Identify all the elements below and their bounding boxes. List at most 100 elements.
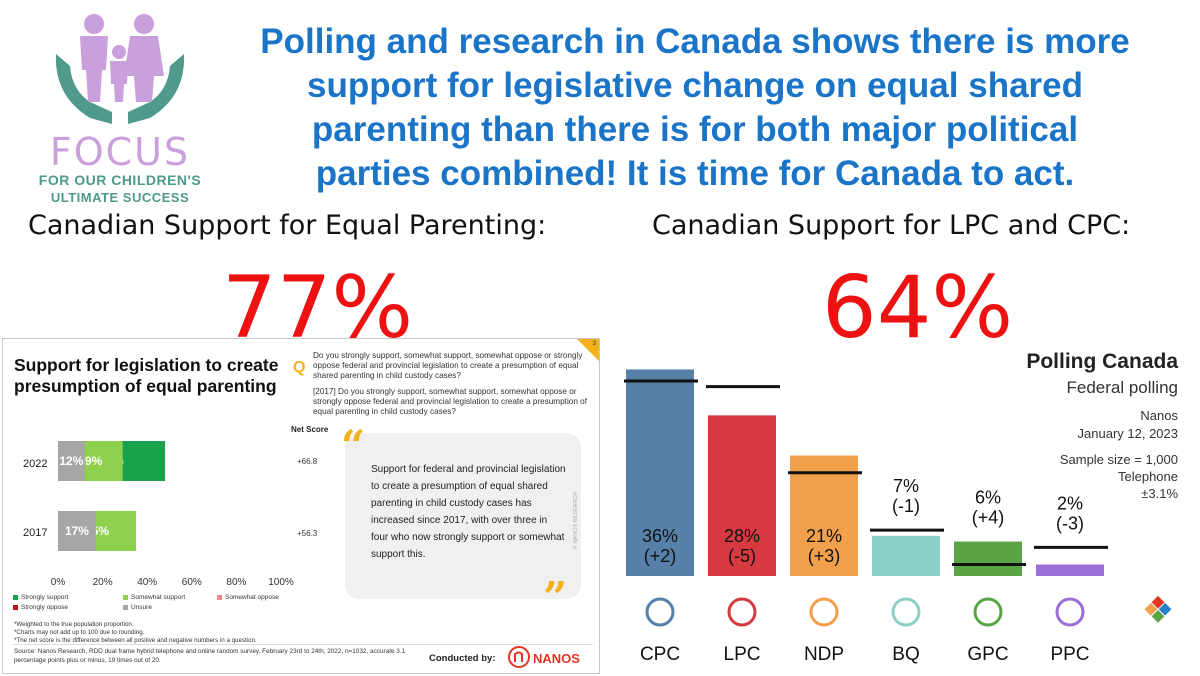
bar-change-label: (-3) — [1056, 513, 1084, 533]
focus-logo: FOCUS FOR OUR CHILDREN'S ULTIMATE SUCCES… — [30, 6, 210, 206]
party-bar — [872, 535, 940, 576]
party-logo-icon — [891, 597, 921, 627]
bar-value-label: 6% — [975, 488, 1001, 508]
poll-date: January 12, 2023 — [1077, 426, 1178, 441]
footnote: *The net score is the difference between… — [14, 637, 257, 644]
party-bar — [790, 455, 858, 576]
chart-subtitle: Federal polling — [1066, 378, 1178, 397]
party-name-label: CPC — [640, 644, 680, 665]
legend-swatch — [13, 594, 18, 600]
conducted-by-label: Conducted by: — [429, 653, 496, 664]
x-tick-label: 0% — [51, 577, 66, 588]
segment-label: 17% — [65, 524, 89, 538]
bar-value-label: 36% — [642, 526, 678, 546]
legend-label: Unsure — [131, 604, 152, 611]
legend-swatch — [13, 604, 18, 610]
headline: Polling and research in Canada shows the… — [190, 20, 1200, 196]
party-name-label: GPC — [967, 644, 1008, 665]
party-logo-icon — [1055, 597, 1085, 627]
x-tick-label: 40% — [137, 577, 157, 588]
year-label-2017: 2017 — [23, 527, 48, 539]
copyright-note: © NANOS RESEARCH — [573, 491, 579, 549]
family-hands-icon — [55, 14, 185, 124]
bar-value-label: 21% — [806, 526, 842, 546]
slide-title: Support for legislation to create presum… — [14, 355, 279, 396]
lpc-cpc-percent: 64% — [822, 258, 1014, 358]
bar-value-label: 2% — [1057, 493, 1083, 513]
headline-line: parties combined! It is time for Canada … — [315, 154, 1075, 193]
legend-item: Somewhat support — [123, 594, 185, 601]
open-quote-icon: “ — [341, 421, 366, 470]
footnote: *Charts may not add up to 100 due to rou… — [14, 629, 145, 636]
bar-change-label: (+3) — [808, 546, 841, 566]
page-number: 3 — [592, 341, 596, 347]
party-bar — [954, 541, 1022, 576]
party-logo-icon — [727, 597, 757, 627]
chart-title: Polling Canada — [1026, 350, 1178, 373]
legend-swatch — [123, 604, 128, 610]
bar-value-label: 7% — [893, 476, 919, 496]
close-quote-icon: ” — [543, 573, 568, 622]
legend-label: Strongly oppose — [21, 604, 68, 611]
logo-tagline-2: ULTIMATE SUCCESS — [50, 190, 190, 205]
bar-segment — [58, 511, 96, 551]
bar-change-label: (-5) — [728, 546, 756, 566]
legend-item: Somewhat oppose — [217, 594, 279, 601]
nanos-logo-icon — [508, 646, 530, 668]
x-tick-label: 100% — [268, 577, 294, 588]
net-score-2017: +56.3 — [297, 529, 318, 538]
headline-line: support for legislative change on equal … — [307, 66, 1083, 105]
year-label-2022: 2022 — [23, 458, 48, 470]
legend-item: Unsure — [123, 604, 152, 611]
headline-line: parenting than there is for both major p… — [311, 110, 1079, 149]
legend-label: Strongly support — [21, 594, 69, 601]
equal-parenting-label: Canadian Support for Equal Parenting: — [28, 210, 547, 241]
bar-change-label: (+4) — [972, 508, 1005, 528]
legend-swatch — [217, 594, 222, 600]
party-logo-icon — [973, 597, 1003, 627]
pollster: Nanos — [1140, 408, 1178, 423]
legend-label: Somewhat support — [131, 594, 186, 601]
segment-label: 12% — [59, 454, 83, 468]
party-name-label: NDP — [804, 644, 844, 665]
x-tick-label: 20% — [93, 577, 113, 588]
footnote: *Weighted to the true population proport… — [14, 621, 134, 628]
net-score-header: Net Score — [291, 425, 329, 434]
headline-line: Polling and research in Canada shows the… — [260, 22, 1130, 61]
poll-method: Telephone — [1118, 469, 1178, 484]
party-name-label: LPC — [724, 644, 761, 665]
sample-size: Sample size = 1,000 — [1059, 452, 1178, 467]
party-bar — [626, 369, 694, 576]
legend-label: Somewhat oppose — [225, 594, 279, 601]
corner-tab — [577, 339, 599, 361]
bar-value-label: 28% — [724, 526, 760, 546]
legend-item: Strongly oppose — [13, 604, 68, 611]
logo-tagline-1: FOR OUR CHILDREN'S — [38, 172, 202, 188]
logo-word: FOCUS — [49, 130, 191, 174]
party-bar — [1036, 564, 1104, 576]
question-icon: Q — [293, 359, 306, 376]
source-note: Source: Nanos Research, RDD dual frame h… — [14, 648, 406, 664]
question-2017: [2017] Do you strongly support, somewhat… — [313, 387, 587, 416]
party-name-label: BQ — [892, 644, 919, 665]
lpc-cpc-label: Canadian Support for LPC and CPC: — [652, 210, 1131, 241]
x-tick-label: 60% — [182, 577, 202, 588]
party-bar — [708, 415, 776, 576]
quote-box — [345, 433, 581, 599]
party-logo-icon — [809, 597, 839, 627]
question-2022: Do you strongly support, somewhat suppor… — [313, 351, 583, 380]
party-logo-icon — [645, 597, 675, 627]
legend-item: Strongly support — [13, 594, 68, 601]
party-name-label: PPC — [1050, 644, 1089, 665]
margin-of-error: ±3.1% — [1141, 486, 1178, 501]
quote-text: Support for federal and provincial legis… — [371, 464, 566, 560]
bar-segment — [58, 441, 85, 481]
bar-change-label: (+2) — [644, 546, 677, 566]
net-score-2022: +66.8 — [297, 457, 318, 466]
federal-polling-bar-chart: 36%(+2) CPC 28%(-5) LPC 21%(+3) NDP 7%(-1) BQ 6%… — [624, 369, 1172, 665]
support-stacked-bar-chart: 48%29%5%5%12%35%35%9%4%17%0%20%40%60%80%… — [51, 441, 294, 588]
nanos-slide: 3 Support for legislation to create pres… — [2, 338, 600, 674]
bar-change-label: (-1) — [892, 496, 920, 516]
nanos-brand: NANOS — [533, 651, 580, 666]
x-tick-label: 80% — [226, 577, 246, 588]
